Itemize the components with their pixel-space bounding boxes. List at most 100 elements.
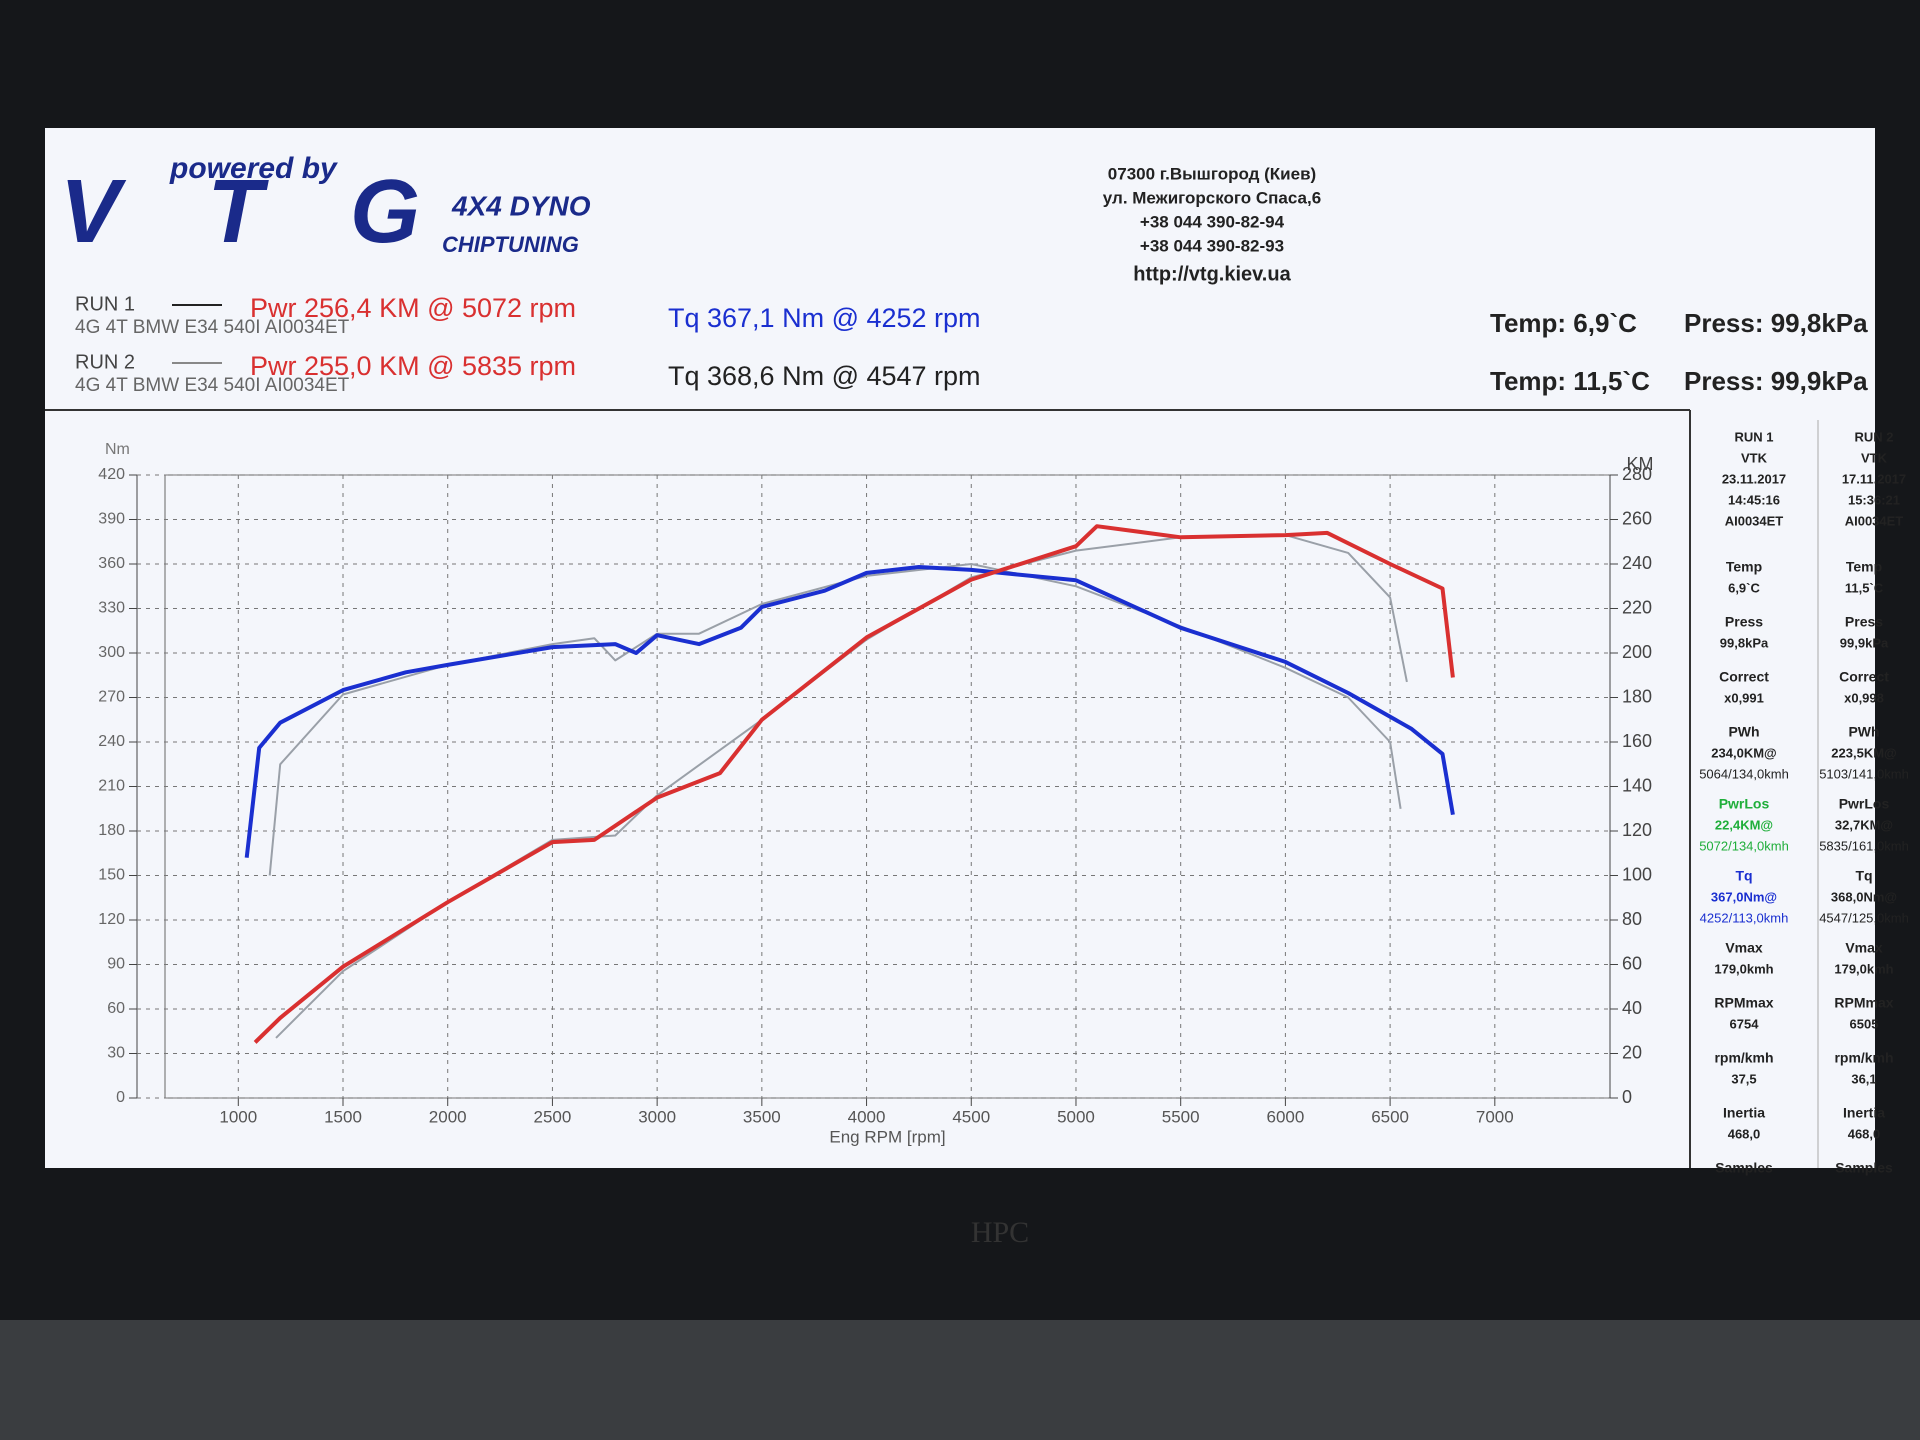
y2-tick-label: 160: [1622, 731, 1652, 751]
x-tick-label: 3500: [743, 1107, 781, 1126]
panel-header: 15:36:21: [1848, 492, 1900, 507]
run-press: Press: 99,9kPa: [1684, 366, 1868, 396]
run-power: Pwr 255,0 KM @ 5835 rpm: [250, 351, 576, 381]
x-tick-label: 4500: [952, 1107, 990, 1126]
panel-item: Tq: [1855, 868, 1872, 884]
y-axis-title: Nm: [105, 441, 130, 458]
y-tick-label: 390: [98, 511, 125, 528]
series-line: [244, 565, 1455, 858]
run-label: RUN 2: [75, 351, 135, 373]
panel-header: RUN 1: [1734, 429, 1773, 444]
panel-item: Vmax: [1845, 940, 1883, 956]
y2-tick-label: 200: [1622, 642, 1652, 662]
series-line: [253, 524, 1455, 1044]
panel-item: PwrLos: [1719, 796, 1770, 812]
x-tick-label: 6500: [1371, 1107, 1409, 1126]
panel-item: 223,5KM@: [1831, 745, 1896, 760]
panel-header: 17.11.2017: [1842, 471, 1906, 486]
panel-item: 6754: [1730, 1016, 1760, 1031]
panel-item: 468,0: [1728, 1126, 1761, 1141]
panel-item: RPMmax: [1834, 995, 1893, 1011]
panel-item: 37,5: [1731, 1071, 1756, 1086]
run-power: Pwr 256,4 KM @ 5072 rpm: [250, 293, 576, 323]
panel-item: 5072/134,0kmh: [1699, 838, 1789, 853]
panel-item: 22,4KM@: [1715, 817, 1773, 832]
y2-tick-label: 280: [1622, 464, 1652, 484]
y-tick-label: 210: [98, 778, 125, 795]
x-tick-label: 5500: [1162, 1107, 1200, 1126]
panel-item: 99,8kPa: [1720, 635, 1769, 650]
x-tick-label: 5000: [1057, 1107, 1095, 1126]
x-tick-label: 1000: [219, 1107, 257, 1126]
run-torque: Tq 367,1 Nm @ 4252 rpm: [668, 303, 981, 333]
y-tick-label: 0: [116, 1089, 125, 1106]
panel-item: 234,0KM@: [1711, 745, 1776, 760]
panel-item: 4252/113,0kmh: [1700, 910, 1789, 925]
panel-item: Press: [1845, 614, 1883, 630]
y2-tick-label: 220: [1622, 597, 1652, 617]
x-tick-label: 2000: [429, 1107, 467, 1126]
address-line: ул. Межигорского Спаса,6: [1103, 188, 1321, 207]
y-tick-label: 60: [107, 1000, 125, 1017]
panel-item: Samples: [1715, 1160, 1773, 1176]
address-line: +38 044 390-82-93: [1140, 236, 1284, 255]
panel-item: 11,5`C: [1845, 580, 1884, 595]
panel-item: Inertia: [1843, 1105, 1885, 1121]
panel-item: rpm/kmh: [1714, 1050, 1773, 1066]
y2-tick-label: 100: [1622, 864, 1652, 884]
address-line: +38 044 390-82-94: [1140, 212, 1285, 231]
run-vehicle: 4G 4T BMW E34 540I AI0034ET: [75, 375, 350, 396]
x-tick-label: 3000: [638, 1107, 676, 1126]
panel-item: PwrLos: [1839, 796, 1890, 812]
panel-item: PWh: [1848, 724, 1879, 740]
panel-header: 23.11.2017: [1722, 471, 1786, 486]
panel-item: x0,991: [1724, 690, 1764, 705]
y2-axis-title: KM: [1627, 454, 1654, 474]
panel-item: Tq: [1735, 868, 1752, 884]
y2-tick-label: 20: [1622, 1042, 1642, 1062]
y-tick-label: 120: [98, 911, 125, 928]
screen: [45, 128, 1875, 1168]
x-tick-label: 4000: [848, 1107, 886, 1126]
y-tick-label: 360: [98, 555, 125, 572]
x-tick-label: 7000: [1476, 1107, 1514, 1126]
y-tick-label: 420: [98, 466, 125, 483]
panel-item: Temp: [1726, 559, 1762, 575]
monitor-brand: HPC: [971, 1216, 1029, 1249]
panel-item: Samples: [1835, 1160, 1893, 1176]
brand: VTG: [60, 162, 420, 262]
y2-tick-label: 80: [1622, 909, 1642, 929]
plot: 1000 1500 2000 2500 3000 3500 4000 4500 5000 5500…: [98, 441, 1653, 1146]
y2-tick-label: 180: [1622, 686, 1652, 706]
product: 4X4 DYNO: [451, 190, 591, 221]
panel-item: 6505: [1850, 1016, 1879, 1031]
panel-item: 468,0: [1848, 1126, 1881, 1141]
panel-item: Inertia: [1723, 1105, 1765, 1121]
panel-header: 14:45:16: [1728, 492, 1780, 507]
panel-header: VTK: [1741, 450, 1768, 465]
x-tick-label: 1500: [324, 1107, 362, 1126]
panel-item: 5103/141,0kmh: [1819, 766, 1909, 781]
panel-item: 368,0Nm@: [1831, 889, 1897, 904]
x-axis-title: Eng RPM [rpm]: [829, 1127, 945, 1146]
panel-item: Press: [1725, 614, 1763, 630]
y2-tick-label: 260: [1622, 508, 1652, 528]
y-tick-label: 180: [98, 822, 125, 839]
desk: [0, 1320, 1920, 1440]
run-vehicle: 4G 4T BMW E34 540I AI0034ET: [75, 317, 350, 338]
y-tick-label: 90: [107, 956, 125, 973]
y2-tick-label: 120: [1622, 820, 1652, 840]
y-tick-label: 300: [98, 644, 125, 661]
panel-header: RUN 2: [1854, 429, 1893, 444]
x-tick-label: 2500: [534, 1107, 572, 1126]
run-temp: Temp: 6,9`C: [1490, 308, 1637, 338]
panel-item: x0,998: [1844, 690, 1884, 705]
y2-tick-label: 0: [1622, 1087, 1632, 1107]
brand-tag: powered by: [169, 152, 338, 185]
panel-item: 179,0kmh: [1834, 961, 1893, 976]
panel-item: 6,9`C: [1728, 580, 1760, 595]
run-temp: Temp: 11,5`C: [1490, 366, 1650, 396]
panel-item: 4547/125,0kmh: [1819, 910, 1909, 925]
